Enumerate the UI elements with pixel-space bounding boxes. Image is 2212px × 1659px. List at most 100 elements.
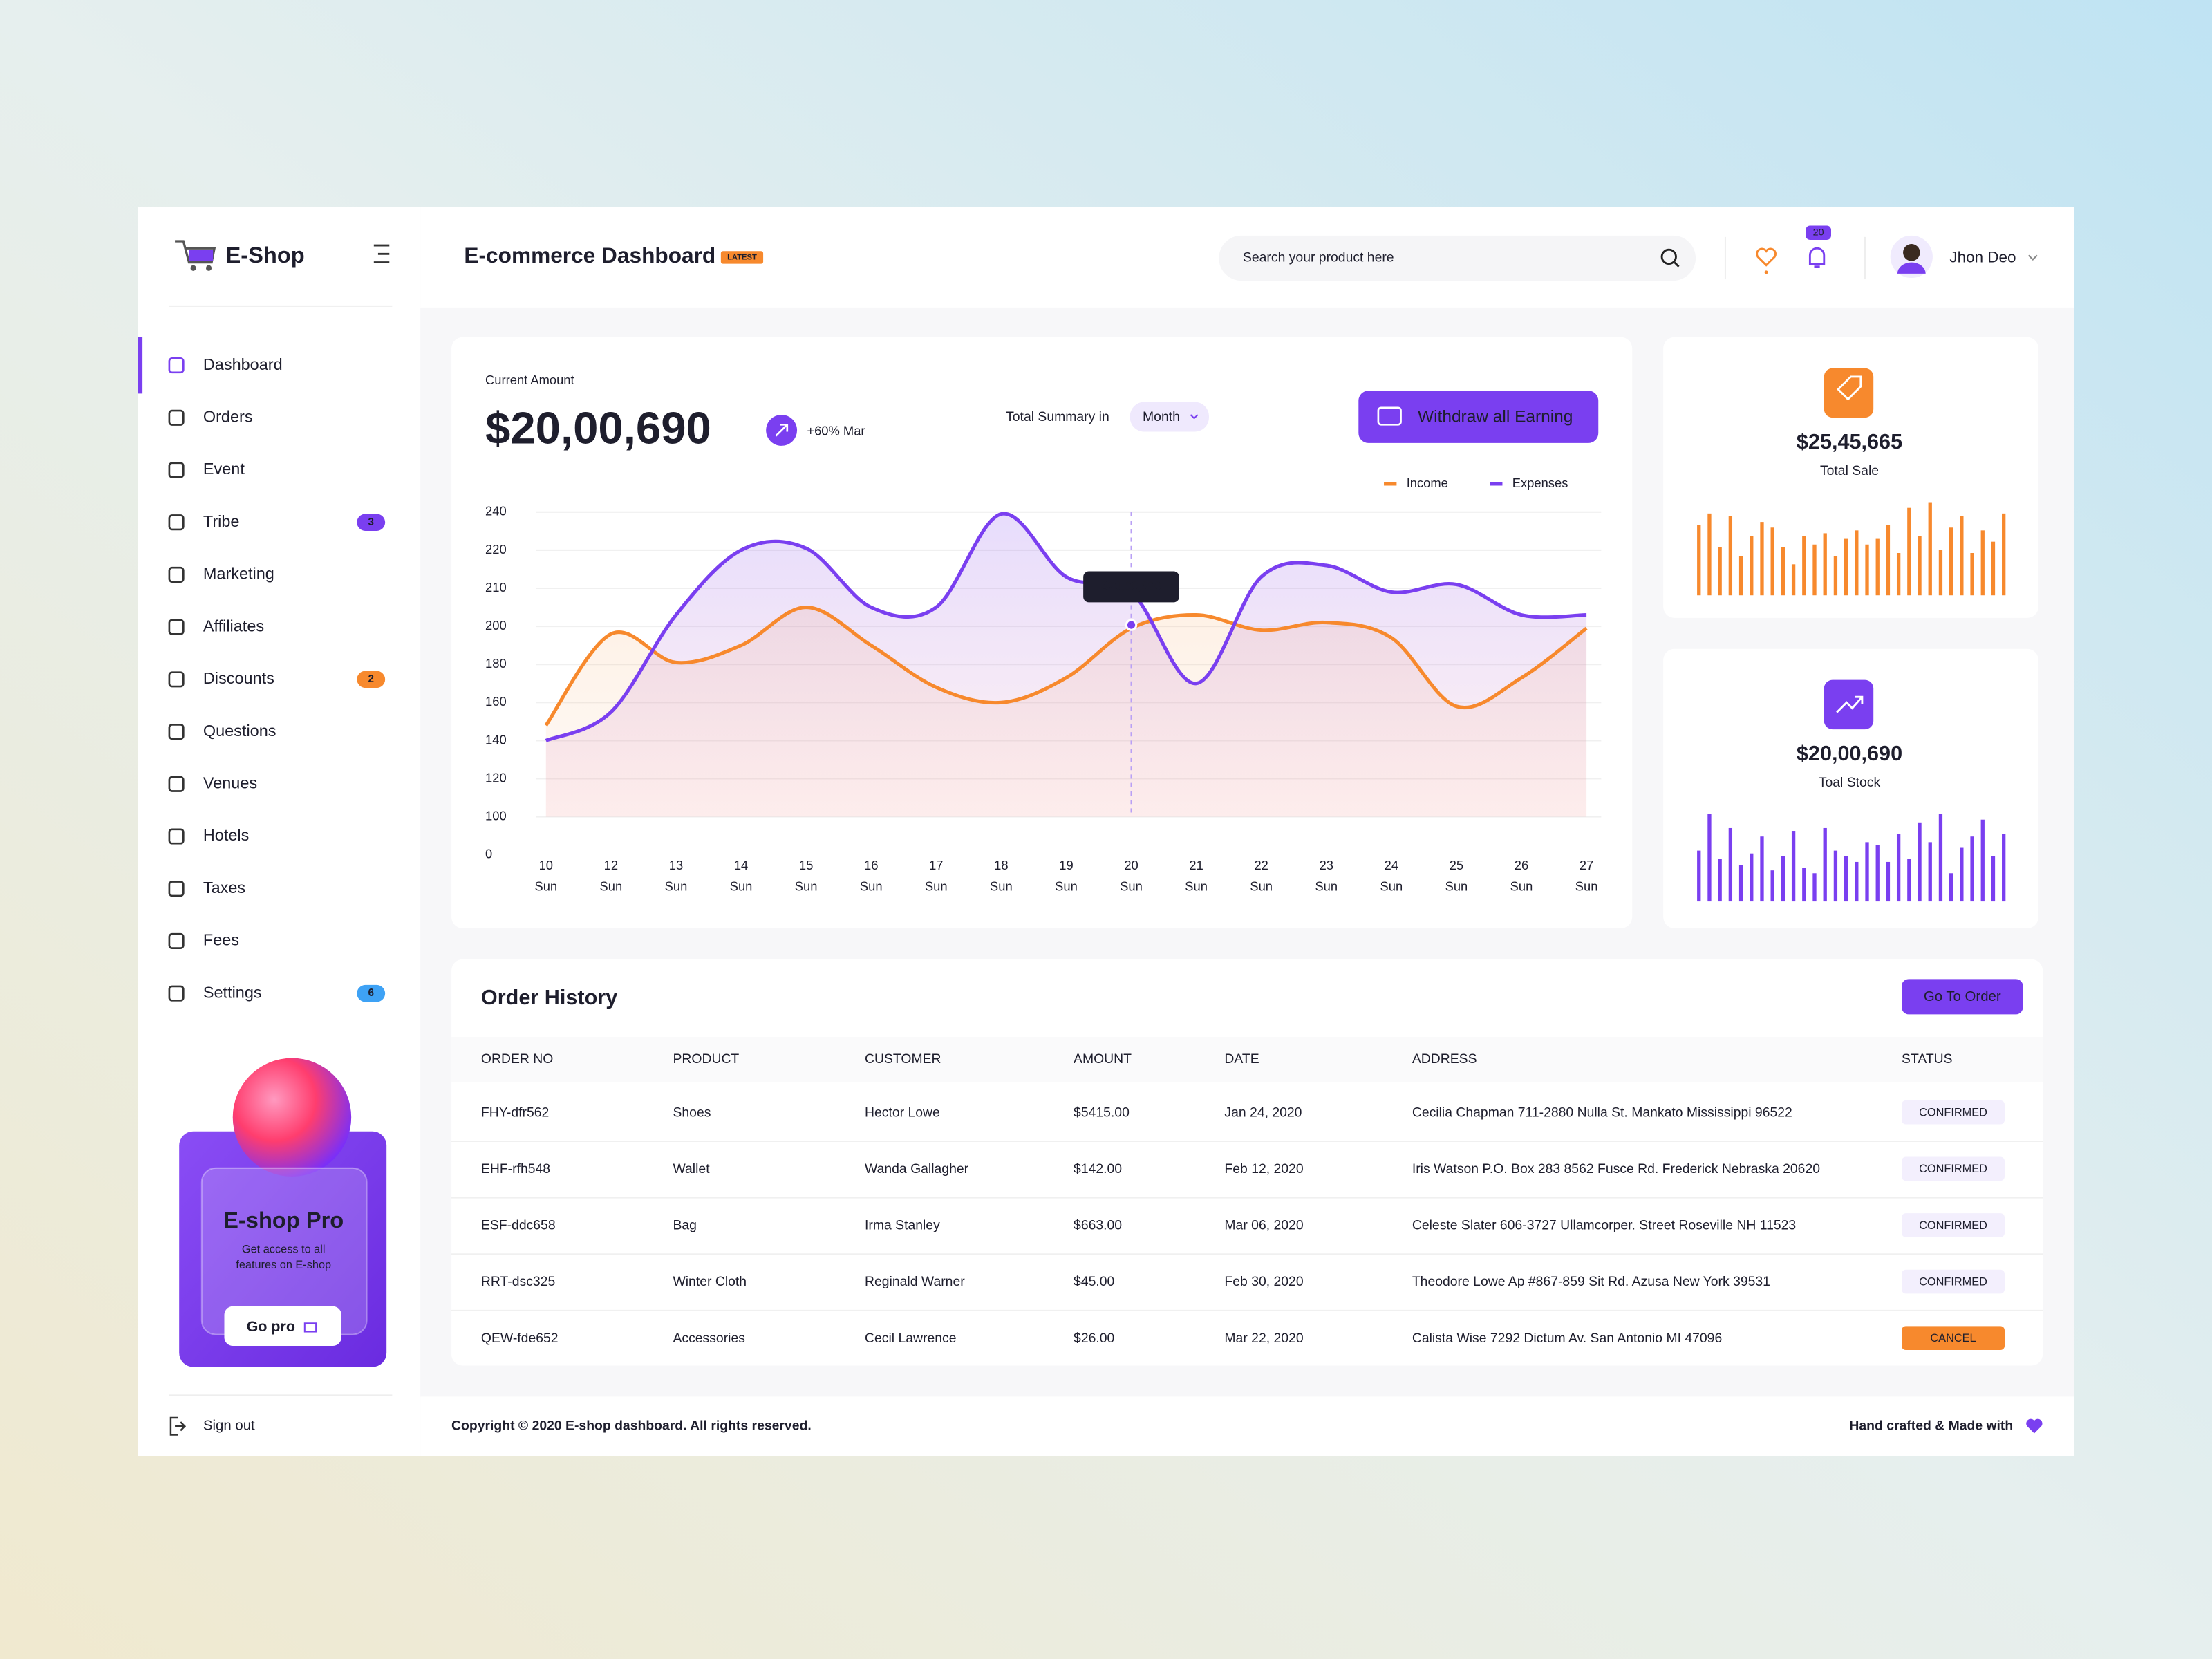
menu-item[interactable]: Orders — [203, 407, 253, 425]
search-box[interactable] — [1219, 235, 1696, 281]
badge-text: 2 — [368, 673, 374, 685]
bar — [1697, 525, 1701, 596]
summary-label: Current Amount — [485, 373, 574, 387]
menu-icon — [168, 566, 185, 583]
area — [545, 514, 1587, 817]
bar — [1728, 516, 1733, 596]
menu-item[interactable]: Affiliates — [203, 617, 264, 635]
status: CONFIRMED — [1919, 1107, 1987, 1119]
status: CANCEL — [1930, 1332, 1976, 1344]
menu-item[interactable]: Tribe — [203, 512, 240, 530]
menu-item[interactable]: Venues — [203, 774, 257, 791]
menu-icon — [168, 724, 185, 740]
menu-item[interactable]: Hotels — [203, 826, 249, 844]
bar — [1781, 547, 1785, 596]
bar — [1823, 533, 1827, 596]
bar — [1844, 538, 1848, 596]
notification-badge — [1806, 225, 1831, 240]
promo-button[interactable] — [224, 1306, 341, 1346]
menu-item[interactable]: Settings — [203, 983, 262, 1001]
credit: Hand crafted & Made with — [1849, 1418, 2013, 1433]
cell: Calista Wise 7292 Dictum Av. San Antonio… — [1412, 1331, 1722, 1346]
menu-badge — [357, 514, 386, 531]
period-label: Total Summary in — [1006, 409, 1109, 424]
bar — [1791, 564, 1796, 596]
cell: $142.00 — [1074, 1161, 1122, 1177]
bar — [1886, 525, 1891, 596]
menu-item[interactable]: Marketing — [203, 565, 274, 583]
trend-glyph — [1836, 695, 1864, 713]
go-to-order-button[interactable] — [1902, 979, 2023, 1015]
promo-title: E-shop Pro — [223, 1207, 344, 1232]
column-header: STATUS — [1902, 1051, 1953, 1067]
menu-toggle[interactable] — [373, 244, 390, 264]
bar — [1949, 527, 1953, 596]
x-tick-sublabel: Sun — [1575, 879, 1598, 894]
bar — [1770, 527, 1774, 596]
menu-item[interactable]: Questions — [203, 722, 276, 740]
stat-amount: $20,00,690 — [1797, 742, 1902, 765]
bar — [1938, 550, 1943, 596]
x-tick-sublabel: Sun — [1380, 879, 1403, 894]
search-icon[interactable] — [1660, 248, 1680, 268]
promo-text: features on E-shop — [236, 1259, 331, 1271]
cell: Accessories — [673, 1331, 744, 1346]
cell: Cecil Lawrence — [865, 1331, 956, 1346]
status-pill — [1902, 1213, 2005, 1237]
legend-label: Expenses — [1512, 476, 1568, 490]
y-tick-label: 120 — [485, 770, 507, 785]
menu-item[interactable]: Dashboard — [203, 355, 283, 373]
x-tick-sublabel: Sun — [1445, 879, 1468, 894]
menu-icon — [168, 828, 185, 845]
favorites-icon[interactable] — [1756, 247, 1777, 267]
x-tick-label: 23 — [1320, 858, 1333, 872]
status-pill — [1902, 1326, 2005, 1351]
menu-item[interactable]: Fees — [203, 931, 239, 949]
bar — [1707, 814, 1712, 902]
bell-icon[interactable] — [1808, 247, 1826, 268]
x-tick-label: 21 — [1189, 858, 1203, 872]
column-header: ORDER NO — [481, 1051, 553, 1067]
menu-icon — [168, 619, 185, 635]
bar — [1865, 842, 1869, 902]
menu-icon — [168, 671, 185, 688]
x-tick-sublabel: Sun — [600, 879, 623, 894]
bar — [1960, 516, 1964, 596]
x-tick-label: 10 — [539, 858, 553, 872]
y-tick-label: 180 — [485, 656, 507, 671]
user-chevron[interactable] — [2027, 254, 2038, 261]
footer-bar — [420, 1396, 2074, 1456]
sign-out[interactable]: Sign out — [203, 1418, 255, 1434]
x-tick-sublabel: Sun — [1120, 879, 1143, 894]
bar — [1750, 536, 1754, 596]
bar — [1928, 842, 1932, 902]
withdraw-button[interactable] — [1358, 391, 1599, 443]
bar — [2002, 513, 2006, 596]
tag-text: LATEST — [727, 253, 757, 261]
bar — [1760, 522, 1764, 596]
search-placeholder: Search your product here — [1243, 250, 1394, 265]
bar — [1718, 859, 1722, 902]
button-label: Go To Order — [1924, 989, 2001, 1004]
active-indicator — [138, 337, 143, 394]
bar — [1833, 556, 1838, 596]
x-tick-label: 12 — [604, 858, 618, 872]
bar — [1760, 836, 1764, 902]
menu-item[interactable]: Discounts — [203, 669, 274, 687]
status-pill — [1902, 1269, 2005, 1294]
bar — [1812, 544, 1817, 596]
sign-out-icon[interactable] — [169, 1416, 187, 1436]
brand: E-Shop — [226, 242, 305, 268]
period-select[interactable] — [1130, 402, 1209, 432]
x-tick-sublabel: Sun — [730, 879, 753, 894]
bar — [1728, 827, 1733, 902]
bar — [1960, 847, 1964, 902]
menu-item[interactable]: Event — [203, 460, 245, 478]
x-tick-sublabel: Sun — [534, 879, 557, 894]
menu-badge — [357, 671, 386, 688]
table-header — [451, 1037, 2043, 1082]
bar — [1855, 861, 1859, 902]
badge-text: 6 — [368, 987, 374, 999]
menu-item[interactable]: Taxes — [203, 879, 245, 897]
